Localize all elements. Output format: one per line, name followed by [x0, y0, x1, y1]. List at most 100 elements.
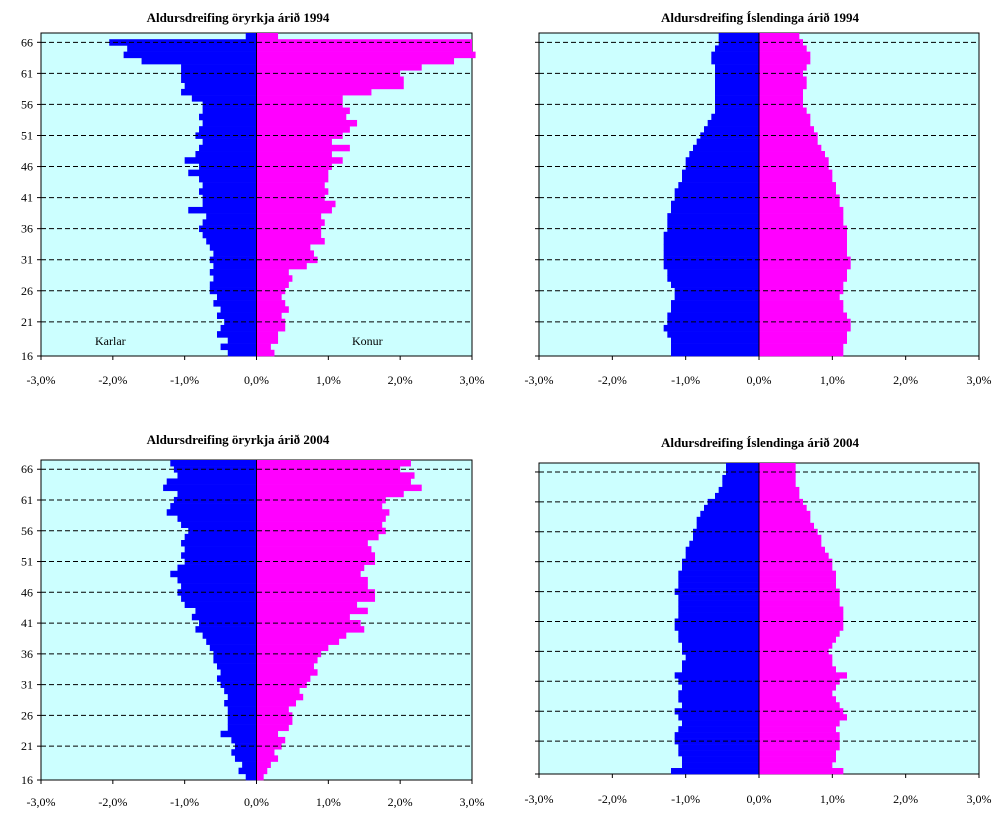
bar-konur-37	[759, 642, 833, 649]
bar-konur-34	[759, 237, 847, 245]
bar-konur-32	[759, 250, 847, 257]
bar-karlar-24	[682, 720, 759, 727]
bar-karlar-27	[209, 281, 257, 288]
bar-konur-61	[256, 70, 401, 77]
bar-karlar-32	[216, 675, 257, 682]
bar-karlar-36	[682, 648, 759, 655]
bar-karlar-35	[202, 231, 257, 239]
bar-karlar-67	[245, 33, 257, 40]
bar-konur-65	[256, 45, 472, 52]
bar-konur-37	[256, 219, 325, 226]
bar-konur-18	[256, 761, 271, 768]
bar-konur-34	[256, 237, 325, 245]
bar-konur-42	[759, 612, 844, 619]
bar-karlar-30	[682, 684, 759, 691]
bar-karlar-19	[667, 331, 759, 338]
bar-karlar-31	[220, 681, 257, 688]
bar-konur-67	[256, 460, 411, 467]
x-tick-label: 2,0%	[893, 373, 918, 387]
bar-konur-49	[256, 570, 361, 578]
bar-karlar-27	[227, 706, 257, 713]
bar-karlar-59	[166, 509, 257, 516]
bar-konur-39	[759, 630, 840, 637]
y-tick-label: 26	[21, 708, 33, 722]
x-tick-label: 2,0%	[388, 795, 413, 809]
bar-konur-23	[256, 306, 289, 313]
bar-karlar-53	[202, 119, 257, 127]
bar-karlar-65	[722, 474, 759, 482]
bar-karlar-33	[663, 244, 759, 251]
bar-konur-27	[256, 706, 289, 713]
bar-karlar-43	[678, 606, 759, 613]
bar-karlar-39	[188, 206, 257, 214]
y-tick-label: 51	[21, 555, 33, 569]
bar-karlar-18	[671, 337, 759, 344]
bar-karlar-64	[123, 51, 257, 59]
bar-konur-28	[759, 275, 847, 282]
y-tick-label: 51	[21, 128, 33, 142]
bar-konur-30	[256, 687, 300, 695]
bar-konur-59	[256, 509, 390, 516]
bar-karlar-62	[715, 64, 759, 71]
bar-karlar-60	[181, 76, 257, 83]
chart-title: Aldursdreifing öryrkja árið 2004	[147, 432, 330, 447]
bar-karlar-43	[678, 182, 759, 189]
bar-karlar-19	[234, 755, 257, 762]
bar-konur-16	[256, 349, 275, 357]
bar-konur-40	[256, 626, 365, 633]
bar-karlar-61	[715, 70, 759, 77]
bar-karlar-55	[202, 107, 257, 115]
bar-karlar-18	[682, 756, 759, 763]
y-tick-label: 56	[21, 524, 33, 538]
bar-konur-17	[256, 343, 271, 351]
bar-karlar-58	[696, 516, 759, 524]
annotation-konur: Konur	[352, 334, 383, 348]
bar-karlar-23	[678, 726, 759, 733]
bar-konur-58	[759, 88, 803, 96]
bar-konur-20	[256, 324, 286, 332]
bar-konur-19	[759, 331, 847, 338]
bar-konur-52	[759, 552, 829, 559]
chart-islendingar-2004: Aldursdreifing Íslendinga árið 2004 -3,0…	[525, 435, 992, 806]
x-tick-label: -3,0%	[27, 373, 56, 387]
annotation-karlar: Karlar	[95, 334, 126, 348]
x-tick-label: 1,0%	[820, 373, 845, 387]
y-tick-label: 41	[21, 191, 33, 205]
bar-konur-16	[759, 349, 844, 357]
chart-title: Aldursdreifing öryrkja árið 1994	[147, 10, 330, 25]
bar-konur-29	[759, 690, 833, 697]
bar-konur-38	[256, 213, 322, 220]
bar-karlar-48	[195, 151, 257, 158]
bar-karlar-20	[678, 744, 759, 751]
bar-konur-45	[256, 595, 376, 602]
bar-konur-28	[759, 696, 836, 703]
bar-karlar-60	[715, 76, 759, 83]
bar-karlar-19	[216, 331, 257, 338]
bar-konur-25	[256, 718, 293, 725]
x-tick-label: 3,0%	[460, 373, 485, 387]
bar-konur-38	[759, 636, 836, 643]
bar-karlar-38	[678, 636, 759, 643]
bar-karlar-20	[220, 324, 257, 332]
bar-konur-36	[256, 650, 322, 658]
bar-konur-46	[256, 163, 332, 170]
y-tick-label: 66	[21, 35, 33, 49]
x-tick-label: -2,0%	[98, 373, 127, 387]
bar-karlar-65	[715, 45, 759, 52]
x-tick-label: 1,0%	[316, 373, 341, 387]
bar-karlar-52	[181, 552, 257, 559]
bar-konur-33	[256, 669, 318, 676]
bar-konur-20	[759, 744, 840, 751]
bar-konur-57	[256, 95, 343, 102]
bar-konur-38	[256, 638, 340, 645]
bar-konur-63	[759, 57, 811, 65]
bar-karlar-54	[689, 540, 759, 548]
bar-karlar-33	[209, 244, 257, 251]
bar-konur-42	[256, 613, 350, 621]
bar-konur-53	[256, 546, 372, 553]
bar-karlar-42	[191, 613, 257, 621]
x-tick-label: -1,0%	[671, 792, 700, 806]
x-tick-label: 2,0%	[893, 792, 918, 806]
bar-konur-24	[759, 300, 844, 307]
chart-title: Aldursdreifing Íslendinga árið 2004	[661, 435, 860, 450]
